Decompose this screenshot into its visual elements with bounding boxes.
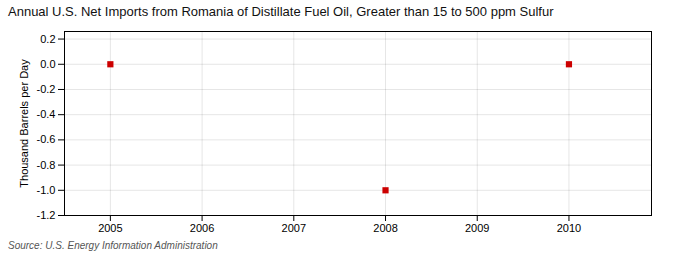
svg-text:2006: 2006 — [190, 222, 214, 234]
svg-text:-1.2: -1.2 — [37, 209, 56, 221]
svg-text:0.0: 0.0 — [40, 58, 55, 70]
svg-text:2005: 2005 — [98, 222, 122, 234]
svg-text:0.2: 0.2 — [40, 33, 55, 45]
html-text:Source: U.S. Energy Informatio: Source: U.S. Energy Information Administ… — [8, 240, 218, 251]
svg-text:2007: 2007 — [282, 222, 306, 234]
svg-text:-0.2: -0.2 — [37, 83, 56, 95]
svg-text:2010: 2010 — [557, 222, 581, 234]
html-text:Annual U.S. Net Imports from R: Annual U.S. Net Imports from Romania of … — [8, 4, 554, 19]
svg-text:2009: 2009 — [465, 222, 489, 234]
svg-text:-1.0: -1.0 — [37, 184, 56, 196]
svg-text:-0.8: -0.8 — [37, 159, 56, 171]
svg-text:-0.6: -0.6 — [37, 133, 56, 145]
svg-text:2008: 2008 — [373, 222, 397, 234]
svg-text:Thousand Barrels per Day: Thousand Barrels per Day — [18, 59, 30, 188]
svg-text:-0.4: -0.4 — [37, 108, 56, 120]
